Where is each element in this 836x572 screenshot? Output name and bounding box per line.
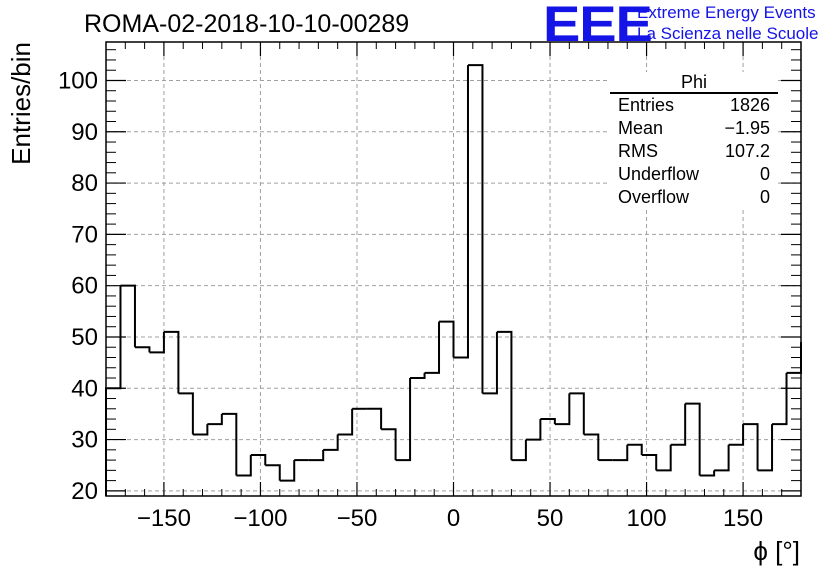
histogram-bin [656,444,672,472]
histogram-bin [540,418,556,425]
stats-value: 107.2 [724,141,770,161]
stats-label: Mean [618,118,664,138]
histogram-bin [105,285,122,496]
stats-value: 1826 [729,95,770,115]
logo-line-2: La Scienza nelle Scuole [637,24,819,43]
histogram-bin [496,330,513,461]
stats-label: Underflow [618,164,700,184]
x-tick-label: 0 [447,505,460,532]
histogram-bin [728,424,745,446]
y-tick-label: 60 [71,273,98,300]
histogram-bin [366,407,383,430]
histogram-bin [685,402,701,476]
histogram-bin [482,331,498,395]
histogram-bin [699,470,716,477]
eee-logo: EEE [543,0,653,52]
histogram-bin [163,330,180,394]
histogram-bin [410,372,426,380]
histogram-bin [554,393,571,426]
tick-labels: −150 −100 −50 0 50 100 150 20 30 40 50 60 70 80 90 100 [58,67,763,532]
x-tick-label: −100 [233,505,287,532]
stats-title: Phi [610,72,778,94]
stats-row-mean: Mean −1.95 [610,117,778,140]
histogram-bin [525,419,542,441]
histogram-bin [337,408,354,436]
histogram-bin [192,424,209,436]
histogram-bin [757,424,774,472]
stats-value: 0 [759,164,770,184]
histogram-bin [323,434,339,451]
stats-row-rms: RMS 107.2 [610,140,778,163]
stats-label: Overflow [618,187,690,207]
y-axis-label: Entries/bin [6,42,36,165]
x-axis-label: ϕ [°] [753,536,800,566]
axis-ticks [105,42,802,496]
stats-row-underflow: Underflow 0 [610,163,778,186]
y-tick-label: 40 [71,375,98,402]
histogram-bin [279,460,296,482]
histogram-bin [583,433,600,461]
y-tick-label: 70 [71,221,98,248]
histogram-bin [265,464,281,481]
histogram-bin [569,392,585,435]
stats-value: −1.95 [724,118,770,138]
chart-title: ROMA-02-2018-10-10-00289 [84,10,410,38]
histogram-bin [207,413,223,426]
histogram-bin [236,454,252,477]
histogram-bars [105,64,802,496]
y-tick-label: 100 [58,67,98,94]
histogram-bin [424,321,441,374]
histogram-bin [467,64,484,394]
histogram-bin [627,443,643,455]
histogram-bin [149,331,165,354]
y-tick-label: 20 [71,478,98,505]
stats-value: 0 [759,187,770,207]
histogram-bin [453,65,469,359]
histogram-bin [250,453,267,466]
histogram-bin [743,423,759,471]
y-tick-label: 30 [71,427,98,454]
histogram-bin [134,346,151,353]
x-tick-label: −50 [337,505,378,532]
histogram-bin [714,444,730,472]
histogram-bin [178,392,194,435]
histogram-bin [120,284,136,348]
x-tick-label: 50 [537,505,564,532]
y-tick-label: 90 [71,119,98,146]
stats-row-overflow: Overflow 0 [610,186,778,209]
x-tick-label: 150 [723,505,763,532]
y-tick-label: 80 [71,170,98,197]
stats-label: Entries [618,95,675,115]
stats-box: Phi Entries 1826 Mean −1.95 RMS 107.2 Un… [610,72,778,208]
logo-line-1: Extreme Energy Events [637,3,816,22]
stats-row-entries: Entries 1826 [610,94,778,117]
histogram-bin [381,428,397,461]
histogram-bin [439,320,455,358]
histogram-bin [511,439,527,462]
histogram-bin [641,453,658,471]
grid-lines [106,42,801,496]
histogram-bin [772,372,788,426]
histogram-bin [612,444,629,462]
y-tick-label: 50 [71,324,98,351]
histogram-bin [221,412,238,476]
x-tick-label: −150 [137,505,191,532]
stats-label: RMS [618,141,658,161]
histogram-bin [670,403,687,446]
histogram-bin [308,449,325,462]
x-tick-label: 100 [627,505,667,532]
histogram-bin [395,378,412,462]
